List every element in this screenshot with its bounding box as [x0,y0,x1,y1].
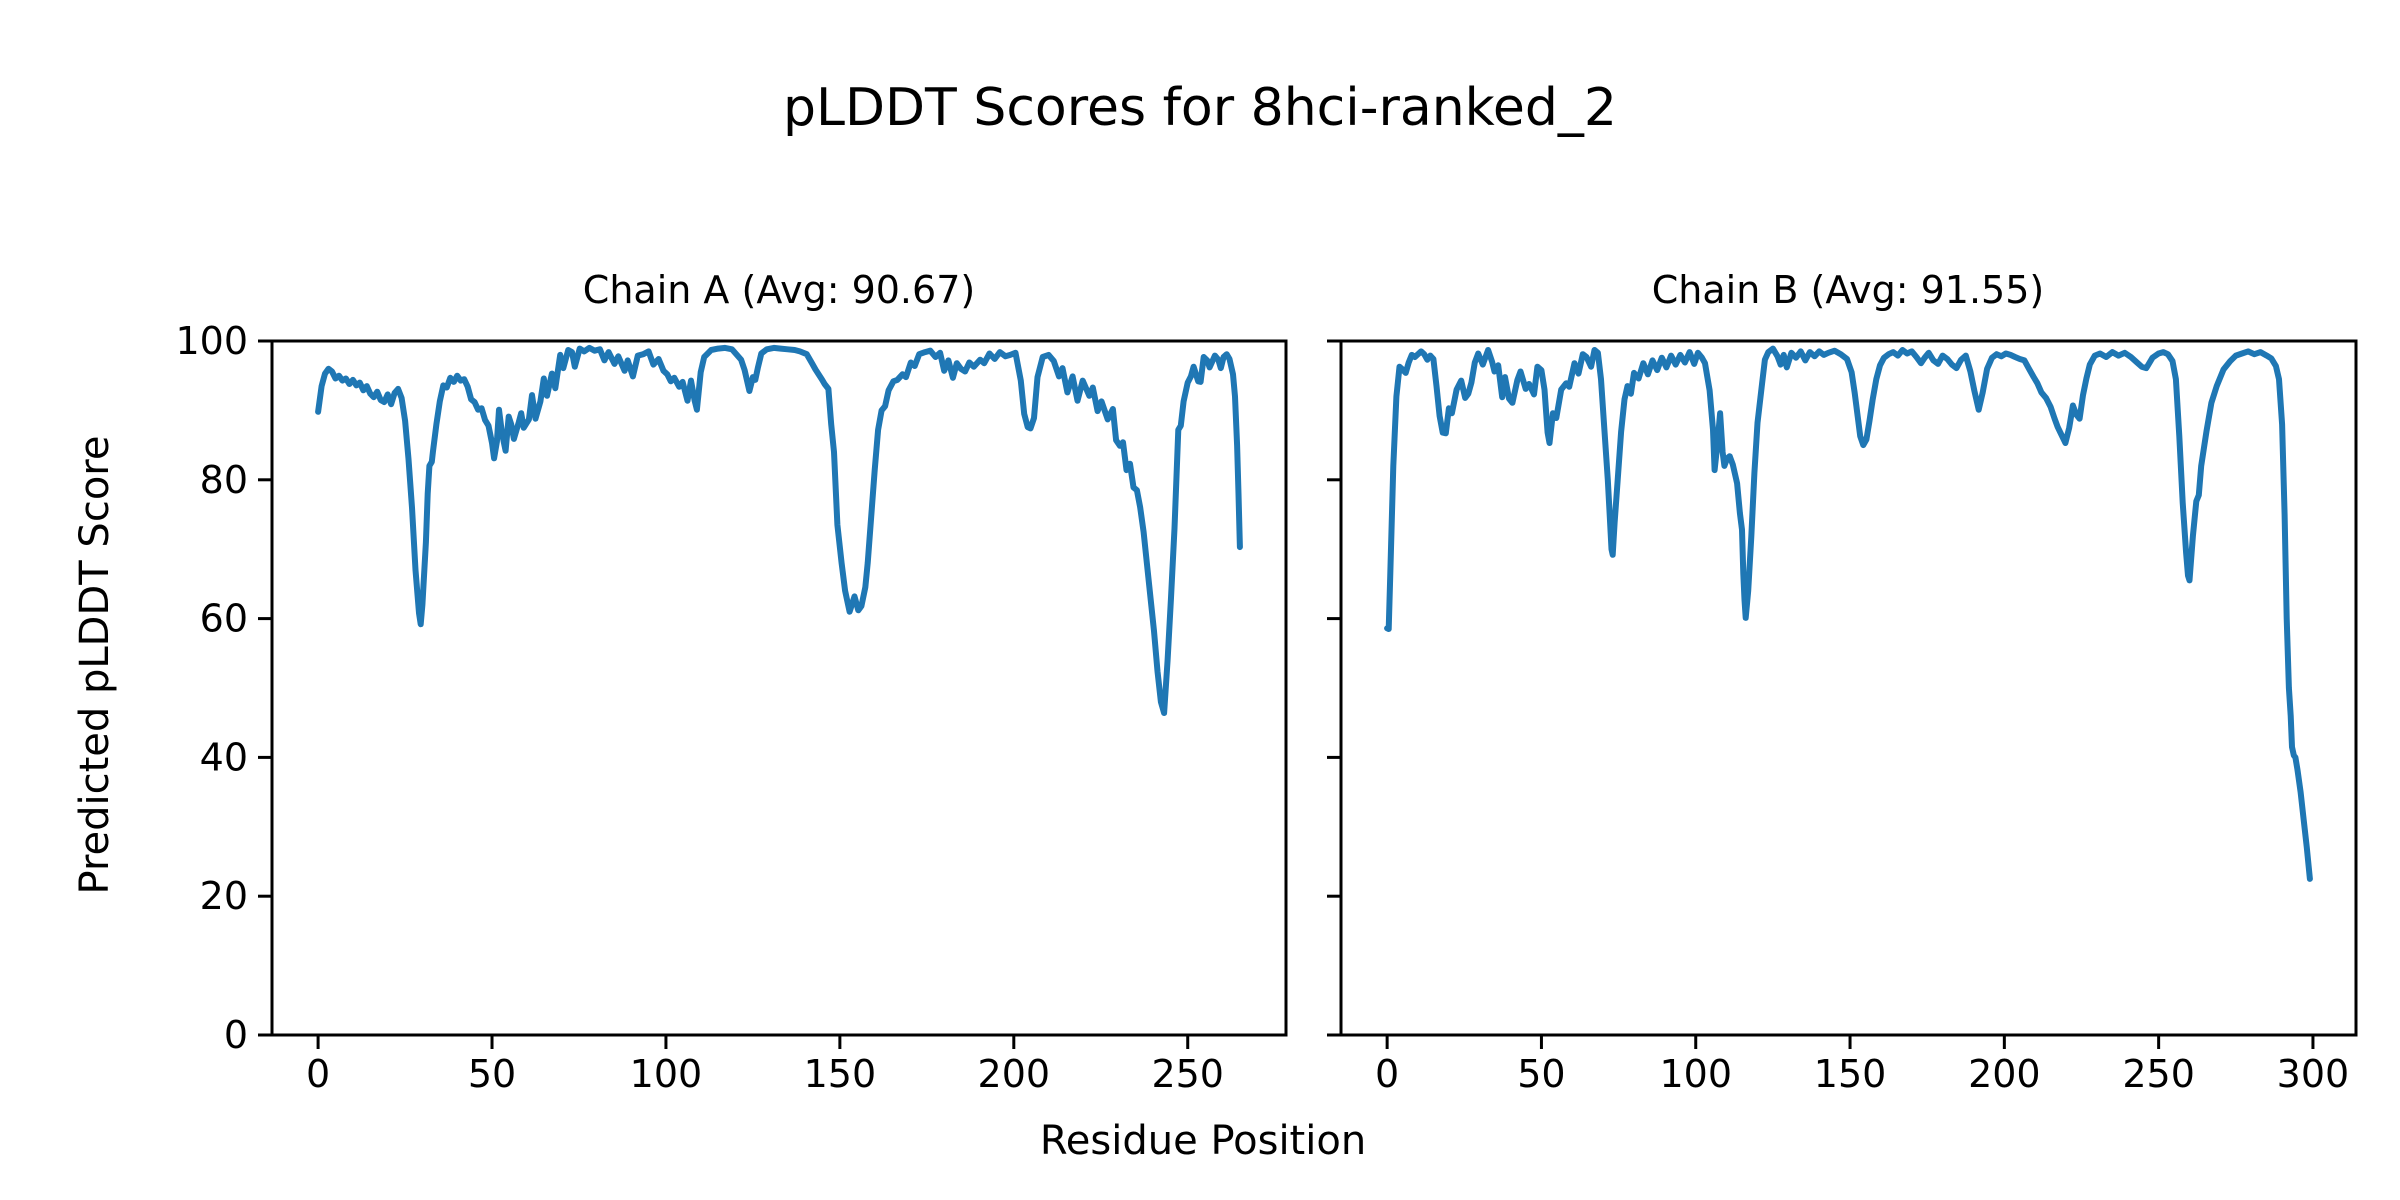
x-tick-label: 250 [1151,1052,1224,1096]
subplot-title-chain-a: Chain A (Avg: 90.67) [582,268,976,312]
x-tick-label: 200 [978,1052,1051,1096]
axes-frame [270,339,1288,1037]
x-tick-label: 100 [1659,1052,1732,1096]
plddt-line-chain-a [315,344,1243,716]
x-tick-label: 0 [306,1052,330,1096]
y-tick-label: 100 [175,319,248,363]
x-tick-label: 0 [1375,1052,1399,1096]
subplot-title-chain-b: Chain B (Avg: 91.55) [1651,268,2045,312]
x-tick-label: 50 [1517,1052,1565,1096]
y-tick-label: 0 [224,1013,248,1057]
y-axis-label: Predicted pLDDT Score [72,435,118,895]
figure-title: pLDDT Scores for 8hci-ranked_2 [782,78,1618,138]
y-tick-label: 20 [200,874,248,918]
x-tick-label: 50 [468,1052,516,1096]
y-tick-label: 80 [200,458,248,502]
x-tick-label: 150 [1814,1052,1887,1096]
x-tick-label: 200 [1968,1052,2041,1096]
x-tick-label: 100 [630,1052,703,1096]
plddt-line-chain-b [1384,345,2313,882]
y-tick-label: 60 [200,597,248,641]
x-axis-label: Residue Position [1039,1118,1367,1164]
x-tick-label: 150 [804,1052,877,1096]
x-tick-label: 300 [2277,1052,2350,1096]
y-tick-label: 40 [200,735,248,779]
x-tick-label: 250 [2122,1052,2195,1096]
axes-frame [1339,339,2358,1037]
